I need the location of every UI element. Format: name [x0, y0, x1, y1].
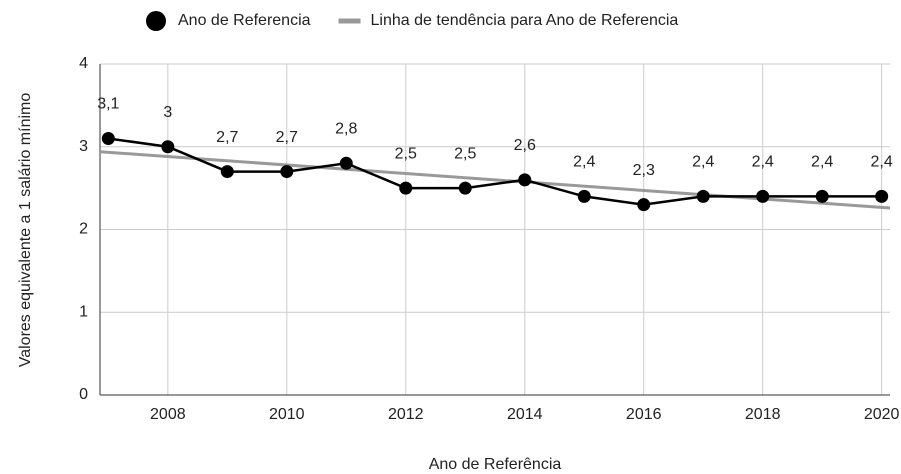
data-label: 3,1 — [97, 96, 119, 113]
data-label: 2,4 — [752, 154, 774, 171]
y-tick-label: 2 — [79, 221, 88, 238]
legend-label: Ano de Referencia — [178, 12, 311, 29]
data-point — [220, 165, 234, 179]
x-tick-label: 2020 — [864, 406, 900, 423]
data-label: 2,3 — [633, 162, 655, 179]
data-label: 2,8 — [335, 121, 357, 138]
data-point — [696, 189, 710, 203]
legend-swatch — [146, 11, 166, 31]
data-point — [280, 165, 294, 179]
data-point — [875, 189, 889, 203]
x-axis-label: Ano de Referência — [429, 456, 562, 473]
data-point — [399, 181, 413, 195]
data-label: 2,7 — [276, 129, 298, 146]
data-point — [756, 189, 770, 203]
y-tick-label: 0 — [79, 386, 88, 403]
data-point — [637, 198, 651, 212]
data-point — [518, 173, 532, 187]
x-tick-label: 2008 — [150, 406, 186, 423]
x-tick-label: 2018 — [745, 406, 781, 423]
x-tick-label: 2010 — [269, 406, 305, 423]
data-label: 2,6 — [514, 137, 536, 154]
x-tick-label: 2012 — [388, 406, 424, 423]
x-tick-label: 2016 — [626, 406, 662, 423]
data-point — [577, 189, 591, 203]
x-tick-label: 2014 — [507, 406, 543, 423]
data-label: 2,4 — [811, 154, 833, 171]
legend-label: Linha de tendência para Ano de Referenci… — [371, 12, 679, 29]
data-point — [101, 131, 115, 145]
data-label: 3 — [163, 104, 172, 121]
y-tick-label: 4 — [79, 55, 88, 72]
data-line — [108, 137, 882, 206]
y-tick-label: 3 — [79, 138, 88, 155]
data-point — [161, 140, 175, 154]
data-point — [339, 156, 353, 170]
data-label: 2,5 — [395, 145, 417, 162]
data-point — [815, 189, 829, 203]
data-label: 2,4 — [573, 154, 595, 171]
data-label: 2,5 — [454, 145, 476, 162]
data-label: 2,4 — [692, 154, 714, 171]
data-label: 2,7 — [216, 129, 238, 146]
y-axis-label: Valores equivalente a 1 salário mínimo — [17, 93, 34, 368]
data-label: 2,4 — [871, 154, 893, 171]
y-tick-label: 1 — [79, 303, 88, 320]
data-point — [458, 181, 472, 195]
